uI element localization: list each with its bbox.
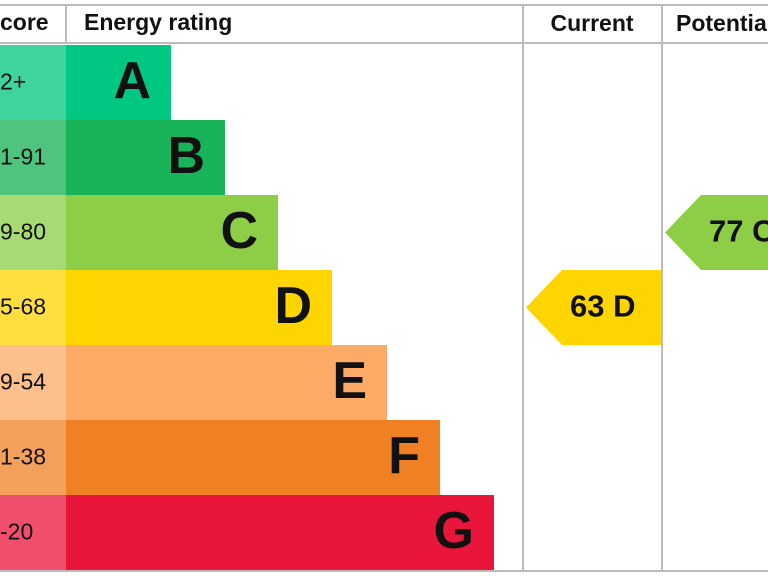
score-range: -20: [0, 519, 33, 545]
score-range: 5-68: [0, 294, 46, 320]
rating-letter: G: [434, 502, 474, 560]
score-range: 9-54: [0, 369, 46, 395]
score-range: 1-38: [0, 444, 46, 470]
rating-letter: F: [388, 427, 420, 485]
score-cell: [0, 270, 66, 345]
score-cell: [0, 420, 66, 495]
bars: [0, 45, 494, 570]
score-range: 1-91: [0, 144, 46, 170]
rating-bar: [66, 345, 387, 420]
rating-header: Energy rating: [84, 9, 232, 35]
score-cell: [0, 120, 66, 195]
score-range: 2+: [0, 69, 26, 95]
current-arrow: [526, 270, 661, 345]
potential-arrow: [665, 195, 768, 270]
rating-bar: [66, 120, 225, 195]
potential-label: 77 C: [709, 214, 768, 249]
score-cell: [0, 45, 66, 120]
rating-bar: [66, 195, 278, 270]
rating-bar: [66, 45, 171, 120]
score-range: 9-80: [0, 219, 46, 245]
rating-bar: [66, 270, 332, 345]
score-cell: [0, 345, 66, 420]
current-header: Current: [550, 10, 633, 36]
rating-bar: [66, 420, 440, 495]
rating-letter: D: [274, 277, 312, 335]
current-label: 63 D: [570, 289, 635, 324]
score-cell: [0, 195, 66, 270]
potential-header: Potentia: [676, 10, 767, 36]
rating-bar: [66, 495, 494, 570]
rating-letter: E: [332, 352, 367, 410]
rating-letter: B: [167, 127, 205, 185]
score-cell: [0, 495, 66, 570]
rating-letter: C: [220, 202, 258, 260]
score-header: core: [0, 9, 49, 35]
table-lines: [0, 4, 768, 572]
rating-letter: A: [113, 52, 151, 110]
